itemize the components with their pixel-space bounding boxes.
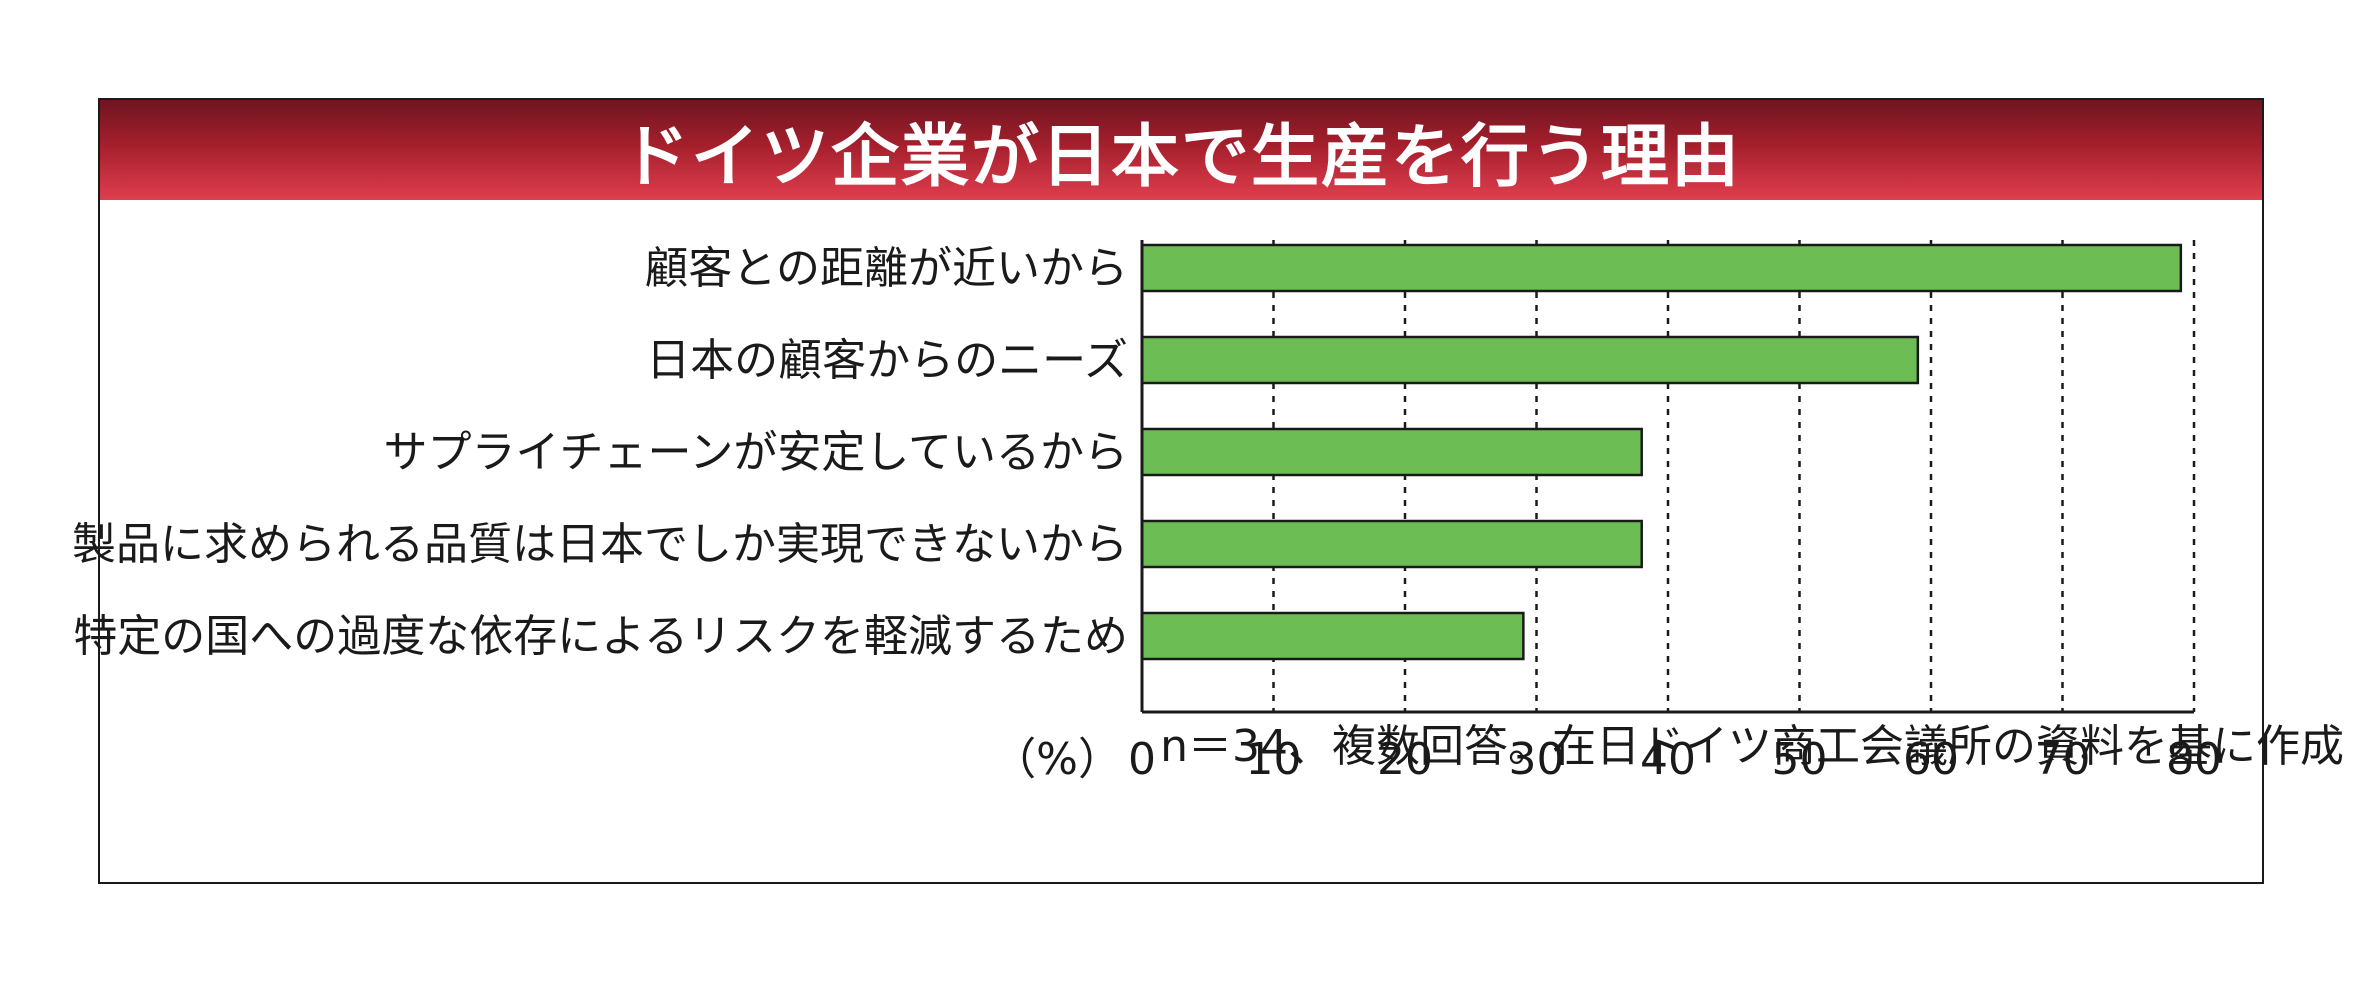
bar-2	[1140, 335, 1920, 385]
tick-label-20: 20	[1377, 734, 1433, 785]
source-note: n＝34、複数回答。在日ドイツ商工会議所の資料を基に作成	[1160, 721, 2344, 772]
tick-label-50: 50	[1772, 734, 1828, 785]
bar-5	[1140, 611, 1525, 661]
tick-label-60: 60	[1903, 734, 1959, 785]
unit-label: （%）	[992, 734, 1122, 785]
category-label-2: 日本の顧客からのニーズ	[646, 335, 1128, 386]
tick-label-30: 30	[1509, 734, 1565, 785]
bar-1	[1140, 243, 2183, 293]
tick-label-70: 70	[2035, 734, 2091, 785]
axes	[1140, 240, 2194, 714]
title-bar: ドイツ企業が日本で生産を行う理由	[100, 100, 2262, 200]
category-label-1: 顧客との距離が近いから	[644, 243, 1128, 294]
tick-label-0: 0	[1128, 734, 1156, 785]
category-label-5: 特定の国への過度な依存によるリスクを軽減するため	[73, 611, 1128, 662]
labels: 顧客との距離が近いから日本の顧客からのニーズサプライチェーンが安定しているから製…	[72, 243, 2222, 785]
chart-title: ドイツ企業が日本で生産を行う理由	[620, 117, 1741, 197]
bars	[1140, 243, 2183, 661]
category-label-3: サプライチェーンが安定しているから	[384, 427, 1128, 478]
tick-label-80: 80	[2166, 734, 2222, 785]
tick-label-40: 40	[1640, 734, 1696, 785]
tick-label-10: 10	[1246, 734, 1302, 785]
bar-3	[1140, 427, 1643, 477]
category-label-4: 製品に求められる品質は日本でしか実現できないから	[72, 519, 1128, 570]
bar-4	[1140, 519, 1643, 569]
chart-panel: ドイツ企業が日本で生産を行う理由	[98, 98, 2264, 884]
